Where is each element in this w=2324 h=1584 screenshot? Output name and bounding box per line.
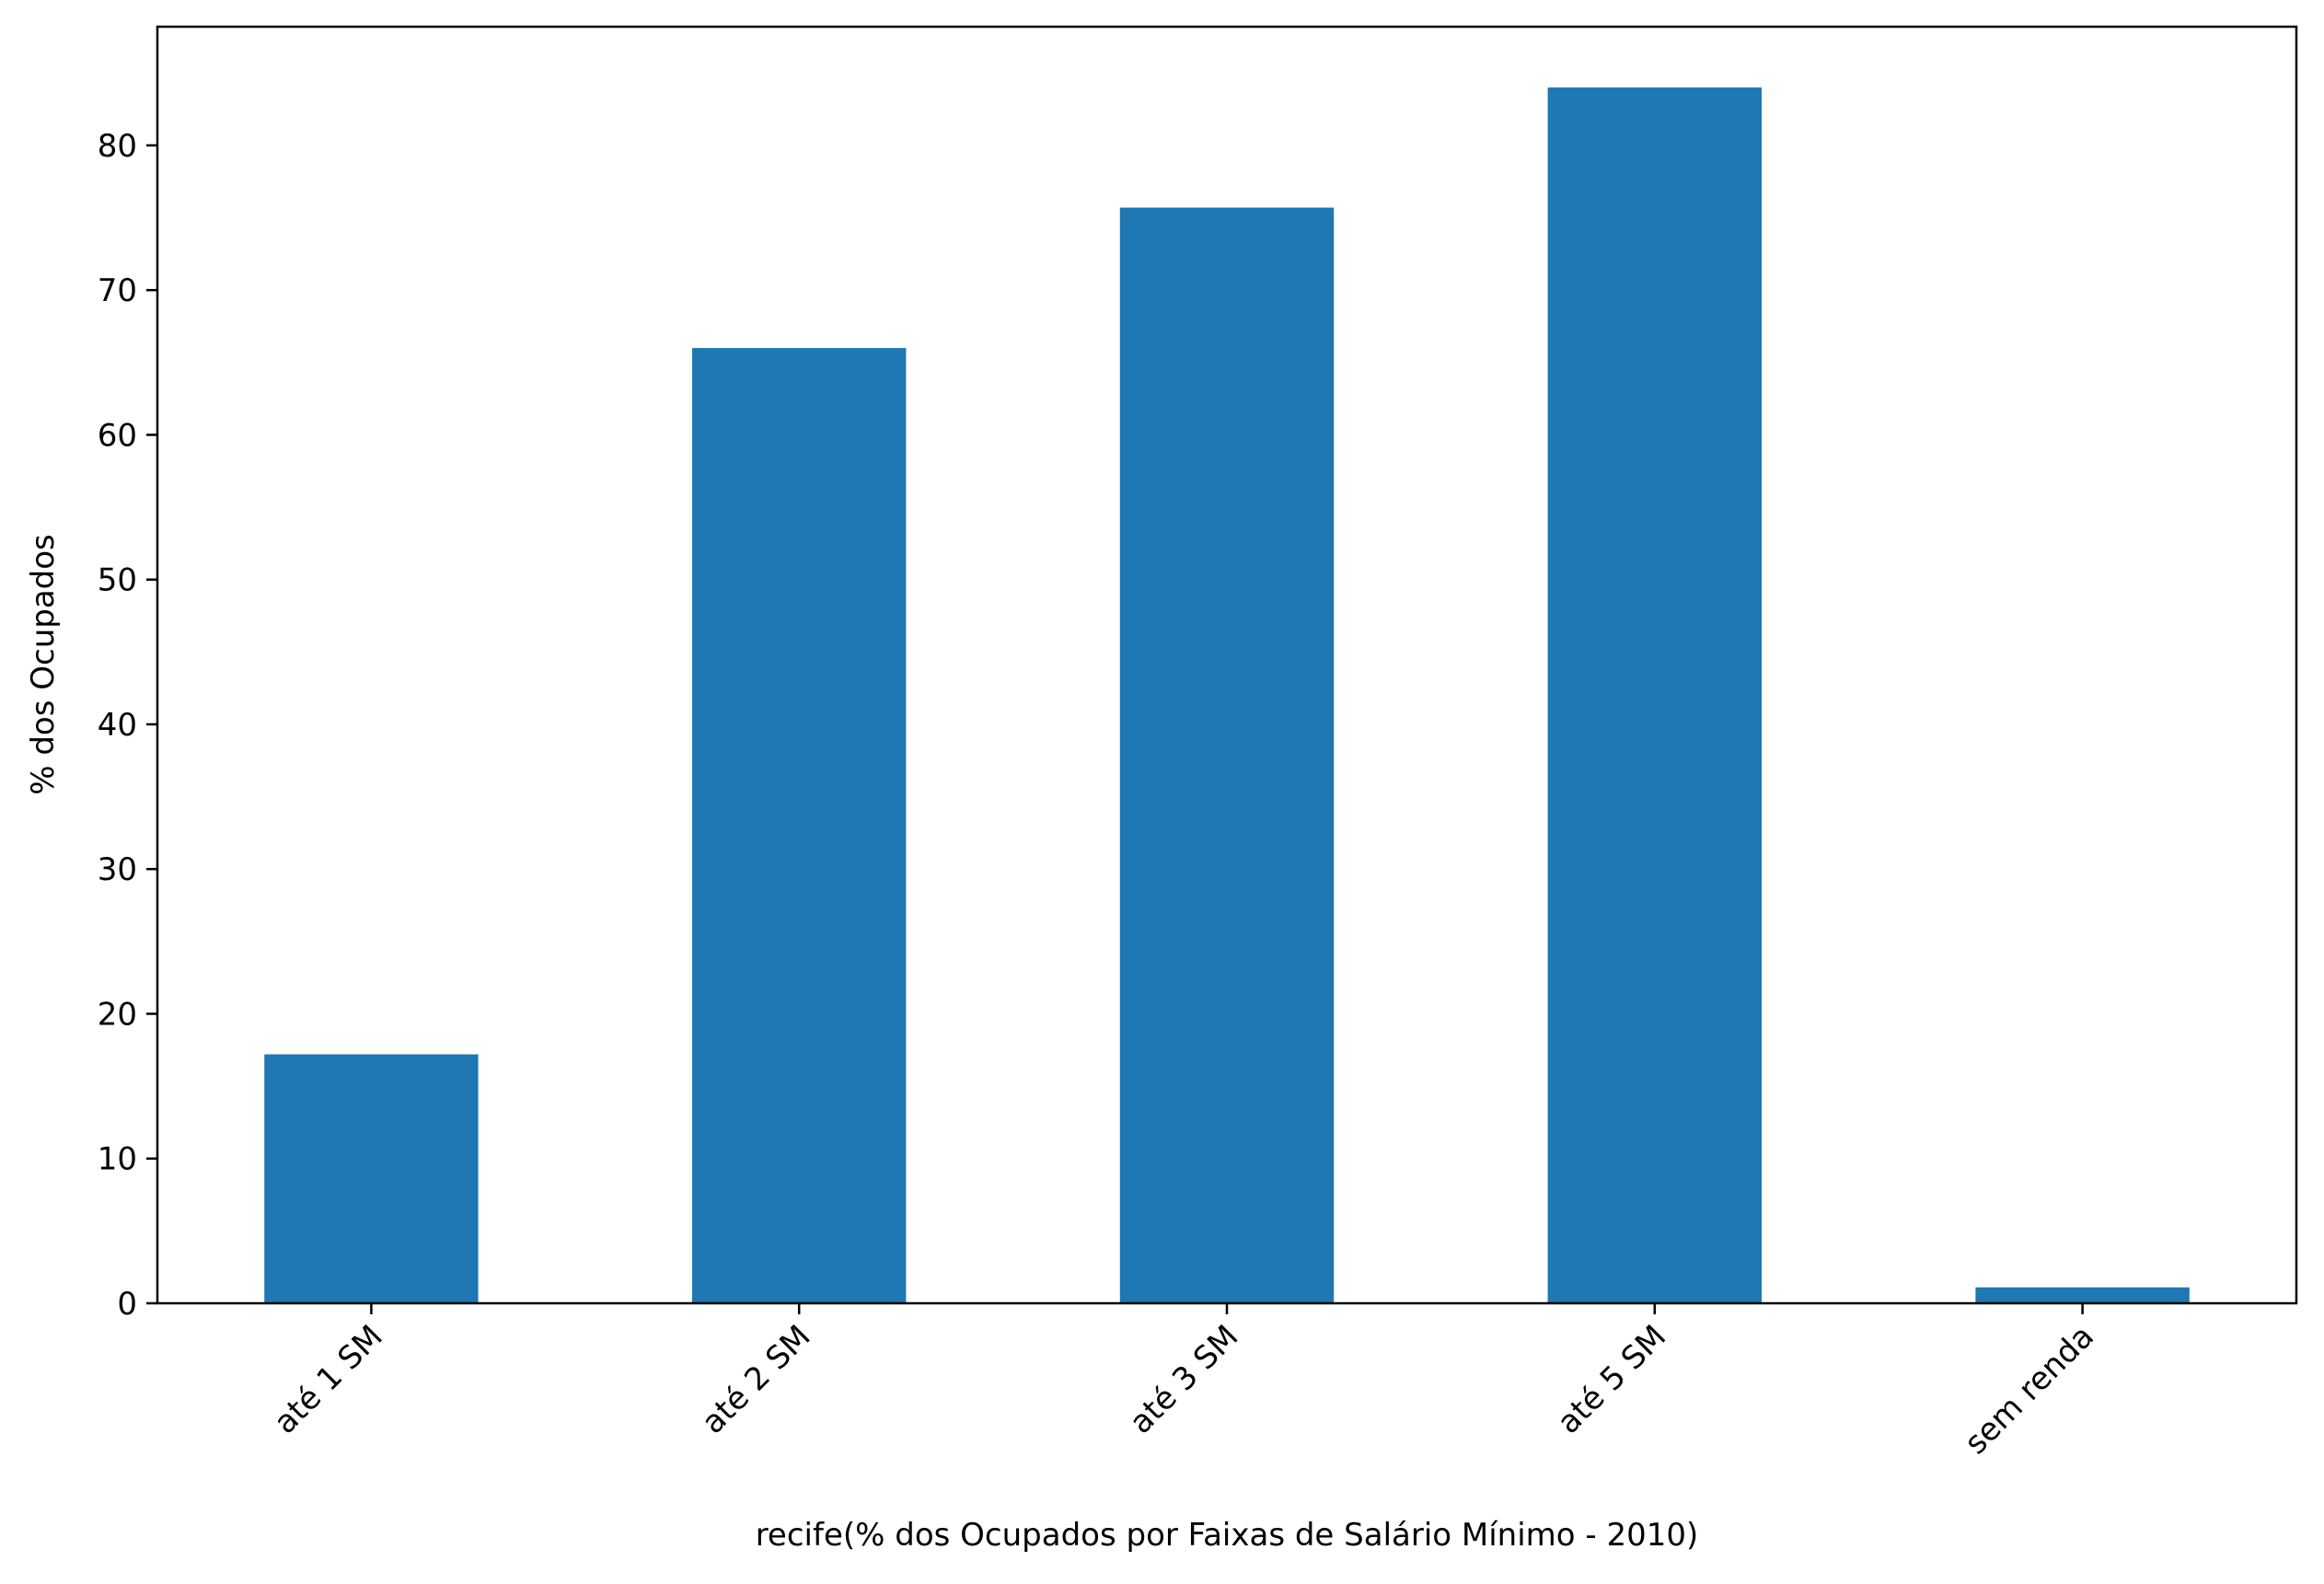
y-tick-label: 30: [98, 851, 137, 888]
y-tick-label: 60: [98, 417, 137, 454]
y-tick-label: 70: [98, 272, 137, 309]
bar: [264, 1054, 479, 1303]
bars-group: [264, 87, 2190, 1304]
bar: [692, 348, 907, 1303]
y-tick-label: 80: [98, 128, 137, 165]
y-axis-label: % dos Ocupados: [25, 534, 62, 795]
bar: [1547, 87, 1762, 1304]
x-axis-label: recife(% dos Ocupados por Faixas de Salá…: [756, 1517, 1699, 1554]
y-tick-label: 40: [98, 707, 137, 744]
bar: [1119, 207, 1335, 1303]
y-tick-label: 20: [98, 996, 137, 1033]
y-tick-label: 10: [98, 1141, 137, 1178]
y-tick-label: 0: [117, 1286, 137, 1323]
y-tick-label: 50: [98, 562, 137, 599]
y-axis: 0 10 20 30 40 50 60 70 80: [98, 128, 157, 1323]
bar: [1975, 1287, 2190, 1303]
